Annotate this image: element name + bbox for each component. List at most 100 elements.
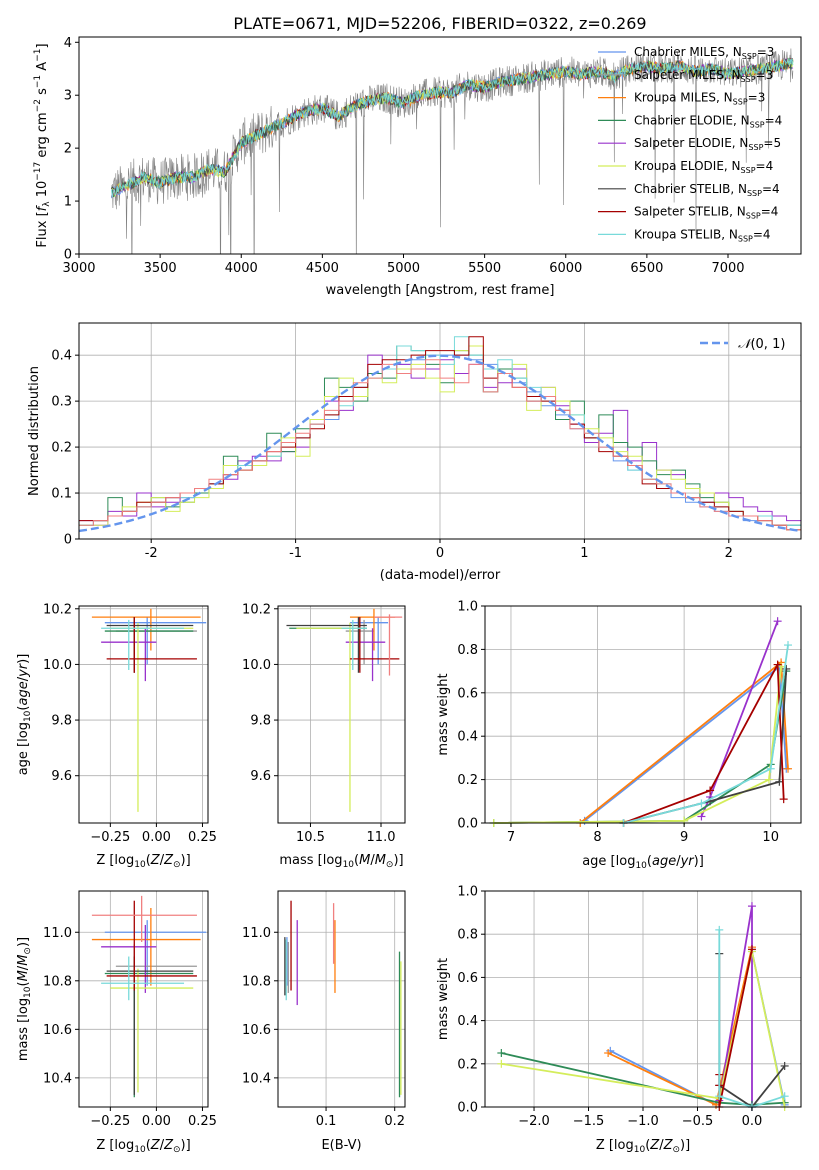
y-axis-label: mass [log10(M/M⊙)] (16, 937, 33, 1061)
y-tick-label: 0.0 (457, 1101, 478, 1116)
x-tick-label: 0.0 (742, 1114, 763, 1129)
x-tick-label: −0.5 (682, 1114, 714, 1129)
x-tick-label: 7000 (711, 261, 744, 276)
x-tick-label: 3500 (144, 261, 177, 276)
x-axis-label: E(B-V) (321, 1138, 361, 1153)
x-tick-label: 3000 (62, 261, 95, 276)
x-tick-label: −1.0 (627, 1114, 659, 1129)
x-tick-label: 9 (680, 830, 688, 845)
y-tick-label: 10.6 (242, 1023, 271, 1038)
x-tick-label: 7 (507, 830, 515, 845)
residuals-panel: -2 -1 0 1 2 0 0.1 0.2 0.3 0.4 (data-model)/error No… (27, 322, 802, 583)
y-tick-label: 0.2 (457, 1057, 478, 1072)
x-tick-label: 0.00 (142, 1114, 171, 1129)
x-tick-label: 10 (762, 830, 779, 845)
y-tick-label: 1.0 (457, 885, 478, 900)
y-axis-label: mass weight (436, 673, 451, 755)
y-tick-label: 10.2 (242, 602, 271, 617)
x-axis-label: age [log10(age/yr)] (582, 854, 704, 871)
y-tick-label: 11.0 (242, 926, 271, 941)
age_vs_Z-panel: −0.25 0.00 0.25 9.6 9.8 10.0 10.2 Z [log10(Z/Z⊙… (16, 602, 217, 870)
legend-label: Kroupa MILES, NSSP=3 (634, 91, 765, 107)
x-tick-label: −0.25 (90, 1114, 130, 1129)
x-tick-label: -1 (289, 546, 302, 561)
y-tick-label: 10.6 (43, 1023, 72, 1038)
y-tick-label: 0 (64, 248, 72, 263)
weight-line (623, 661, 785, 824)
massweight_vs_Z-panel: −2.0 −1.5 −1.0 −0.5 0.0 0.0 0.2 0.4 0.6 0.8 1.0 Z [… (436, 885, 802, 1155)
y-tick-label: 10.0 (43, 658, 72, 673)
y-tick-label: 0 (64, 533, 72, 548)
x-tick-label: 8 (593, 830, 601, 845)
x-tick-label: 0.25 (188, 830, 217, 845)
mass_vs_Z-panel: −0.25 0.00 0.25 10.4 10.6 10.8 11.0 Z [log10(Z/… (16, 890, 217, 1155)
y-tick-label: 0.6 (457, 971, 478, 986)
x-axis-label: Z [log10(Z/Z⊙)] (596, 1138, 690, 1155)
histogram-step (78, 345, 801, 539)
x-axis-label: wavelength [Angstrom, rest frame] (326, 283, 555, 298)
model-spectrum-line (110, 57, 794, 198)
spectrum-series (110, 48, 794, 254)
legend-label: 𝒩(0, 1) (738, 337, 785, 352)
axes-frame (277, 890, 406, 1108)
y-axis-label: Flux [fλ 10−17 erg cm−2 s−1 A−1] (33, 43, 52, 247)
legend-label: Chabrier ELODIE, NSSP=4 (634, 113, 782, 129)
y-tick-label: 10.4 (43, 1071, 72, 1086)
legend-label: Chabrier MILES, NSSP=3 (634, 45, 774, 61)
weight-line (501, 1052, 785, 1106)
x-tick-label: 0.1 (316, 1114, 337, 1129)
x-tick-label: −2.0 (518, 1114, 550, 1129)
model-spectrum-line (111, 58, 794, 196)
axes-frame (277, 605, 406, 824)
x-axis-label: (data-model)/error (380, 568, 501, 583)
y-tick-label: 0.0 (457, 817, 478, 832)
y-tick-label: 9.8 (250, 714, 271, 729)
axes-frame (78, 605, 209, 824)
legend-label: Salpeter ELODIE, NSSP=5 (634, 136, 781, 152)
x-axis-label: Z [log10(Z/Z⊙)] (96, 853, 190, 870)
x-axis-label: mass [log10(M/M⊙)] (279, 853, 403, 870)
x-tick-label: 5500 (468, 261, 501, 276)
y-tick-label: 0.2 (51, 441, 72, 456)
y-tick-label: 11.0 (43, 926, 72, 941)
y-axis-label: Normed distribution (27, 366, 42, 496)
y-axis-label: age [log10(age/yr)] (16, 654, 33, 776)
y-tick-label: 4 (64, 36, 72, 51)
spectrum-panel: 3000 3500 4000 4500 5000 5500 6000 6500 7000 0 1 2 3… (33, 36, 802, 298)
legend-label: Kroupa ELODIE, NSSP=4 (634, 159, 773, 175)
x-tick-label: -2 (145, 546, 158, 561)
x-tick-label: 10.5 (296, 830, 325, 845)
y-tick-label: 10.8 (43, 974, 72, 989)
y-tick-label: 10.0 (242, 658, 271, 673)
weight-line (493, 666, 782, 824)
y-axis-label: mass weight (436, 958, 451, 1040)
figure-title: PLATE=0671, MJD=52206, FIBERID=0322, z=0… (233, 14, 646, 33)
y-tick-label: 9.6 (250, 769, 271, 784)
y-tick-label: 0.2 (457, 773, 478, 788)
weight-line (718, 929, 785, 1108)
y-tick-label: 10.2 (43, 602, 72, 617)
x-tick-label: −0.25 (90, 830, 130, 845)
y-tick-label: 9.6 (51, 769, 72, 784)
y-tick-label: 0.3 (51, 395, 72, 410)
y-tick-label: 3 (64, 89, 72, 104)
y-tick-label: 10.8 (242, 974, 271, 989)
axes-frame (78, 36, 802, 255)
y-tick-label: 0.8 (457, 643, 478, 658)
x-tick-label: 0.00 (142, 830, 171, 845)
legend-label: Kroupa STELIB, NSSP=4 (634, 227, 771, 243)
x-tick-label: 11.0 (367, 830, 396, 845)
y-tick-label: 0.8 (457, 928, 478, 943)
axes-frame (484, 605, 802, 824)
x-tick-label: 6500 (630, 261, 663, 276)
x-tick-label: 0.25 (188, 1114, 217, 1129)
x-tick-label: −1.5 (573, 1114, 605, 1129)
y-tick-label: 1.0 (457, 600, 478, 615)
y-tick-label: 10.4 (242, 1071, 271, 1086)
normal-curve-line (78, 354, 802, 533)
y-tick-label: 0.4 (51, 349, 72, 364)
y-tick-label: 1 (64, 195, 72, 210)
x-tick-label: 5000 (387, 261, 420, 276)
legend-label: Salpeter STELIB, NSSP=4 (634, 205, 778, 221)
